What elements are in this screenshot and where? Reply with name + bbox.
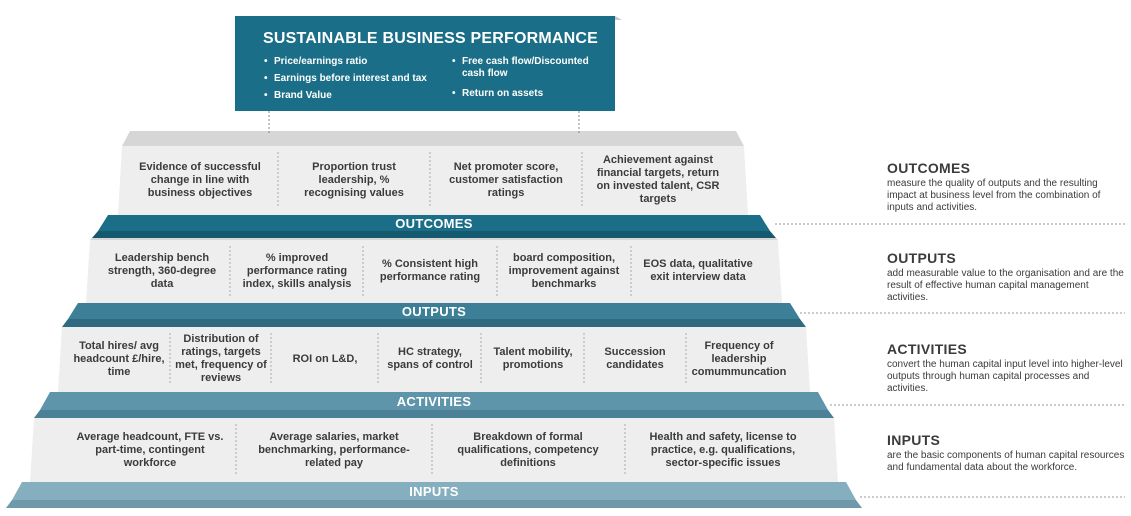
input-cell: Health and safety, license to practice, … xyxy=(649,430,797,469)
side-title-inputs: INPUTS xyxy=(887,432,941,448)
side-title-activities: ACTIVITIES xyxy=(887,341,968,357)
activity-cell: Succession candidates xyxy=(604,346,666,371)
side-desc-inputs: are the basic components of human capita… xyxy=(887,450,1125,473)
activity-cell: ROI on L&D, xyxy=(292,352,358,365)
outcome-cell: Net promoter score, customer satisfactio… xyxy=(449,160,563,199)
outcome-cell: Proportion trust leadership, % recognisi… xyxy=(304,160,404,199)
activity-cell: Frequency of leadership comummuncation xyxy=(691,339,787,378)
top-title: SUSTAINABLE BUSINESS PERFORMANCE xyxy=(263,30,599,47)
input-cell: Breakdown of formal qualifications, comp… xyxy=(457,430,599,469)
input-cell: Average salaries, market benchmarking, p… xyxy=(258,430,410,469)
side-title-outcomes: OUTCOMES xyxy=(887,160,971,176)
output-cell: Leadership bench strength, 360-degree da… xyxy=(107,251,217,290)
top-right-bullets: Free cash flow/Discounted cash flow Retu… xyxy=(451,56,601,105)
sustainable-performance-box: SUSTAINABLE BUSINESS PERFORMANCE Price/e… xyxy=(235,16,615,111)
activity-cell: Distribution of ratings, targets met, fr… xyxy=(175,333,267,384)
bullet-item: Return on assets xyxy=(451,88,601,100)
activities-band-label: ACTIVITIES xyxy=(396,393,472,409)
inputs-band-label: INPUTS xyxy=(409,483,459,499)
bullet-item: Price/earnings ratio xyxy=(263,56,448,68)
activity-cell: Total hires/ avg headcount £/hire, time xyxy=(73,339,165,378)
outcomes-band-label: OUTCOMES xyxy=(395,215,473,231)
output-cell: % improved performance rating index, ski… xyxy=(242,251,352,290)
bullet-item: Free cash flow/Discounted cash flow xyxy=(451,56,601,80)
activity-cell: Talent mobility, promotions xyxy=(493,346,573,371)
output-cell: board composition, improvement against b… xyxy=(508,251,620,290)
side-desc-outcomes: measure the quality of outputs and the r… xyxy=(887,178,1101,213)
top-left-bullets: Price/earnings ratio Earnings before int… xyxy=(263,56,448,107)
side-desc-activities: convert the human capital input level in… xyxy=(887,359,1123,394)
activity-cell: HC strategy, spans of control xyxy=(387,346,473,371)
output-cell: % Consistent high performance rating xyxy=(379,258,481,283)
side-title-outputs: OUTPUTS xyxy=(887,250,956,266)
outputs-band-label: OUTPUTS xyxy=(401,303,467,319)
bullet-item: Brand Value xyxy=(263,90,448,102)
outcome-cell: Evidence of successful change in line wi… xyxy=(139,160,261,199)
side-desc-outputs: add measurable value to the organisation… xyxy=(887,268,1124,303)
input-cell: Average headcount, FTE vs. part-time, co… xyxy=(76,430,224,469)
bullet-item: Earnings before interest and tax xyxy=(263,73,448,85)
output-cell: EOS data, qualitative exit interview dat… xyxy=(643,258,753,283)
outcome-cell: Achievement against financial targets, r… xyxy=(596,154,720,205)
